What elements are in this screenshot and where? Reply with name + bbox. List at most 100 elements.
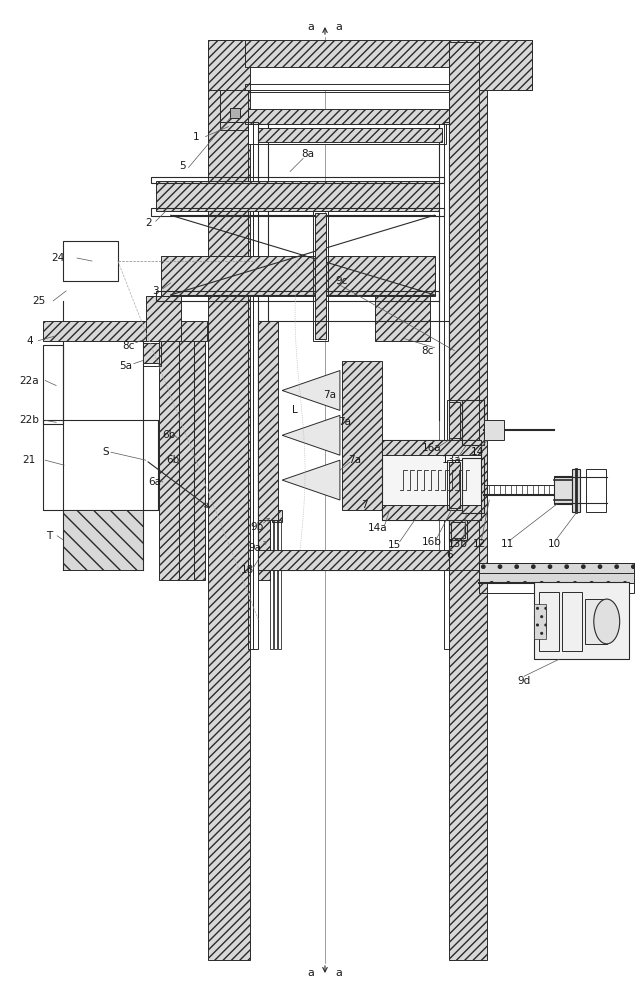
Text: 24: 24 — [51, 253, 65, 263]
Bar — [449, 40, 532, 90]
Text: 12: 12 — [473, 539, 486, 549]
Text: 7a: 7a — [323, 390, 337, 400]
Text: 7: 7 — [362, 500, 368, 510]
Text: 3: 3 — [152, 286, 159, 296]
Bar — [259, 321, 449, 570]
Bar — [462, 458, 484, 513]
Bar — [209, 90, 250, 960]
Bar — [449, 462, 460, 508]
Text: 8a: 8a — [301, 149, 314, 159]
Bar — [159, 341, 179, 580]
Bar — [479, 563, 634, 573]
Text: 9b: 9b — [251, 522, 264, 532]
Text: 9d: 9d — [518, 676, 531, 686]
Bar — [274, 520, 277, 649]
Text: T: T — [46, 531, 52, 541]
Bar — [63, 510, 143, 570]
Bar — [259, 550, 449, 570]
Text: 1: 1 — [193, 132, 200, 142]
Text: L: L — [292, 405, 298, 415]
Bar — [151, 208, 444, 216]
Text: a: a — [335, 968, 342, 978]
Bar — [449, 402, 460, 438]
Bar — [220, 122, 248, 130]
Text: 6b: 6b — [166, 455, 179, 465]
Bar — [245, 40, 449, 67]
Bar — [179, 341, 193, 580]
Bar — [146, 296, 180, 341]
Bar — [444, 122, 449, 649]
Polygon shape — [282, 460, 340, 500]
Text: 4: 4 — [26, 336, 33, 346]
Text: 11: 11 — [500, 539, 514, 549]
Text: 15: 15 — [388, 540, 401, 550]
Text: 9c: 9c — [336, 276, 348, 286]
Bar — [342, 361, 381, 510]
Bar — [268, 142, 440, 570]
Bar — [44, 321, 207, 341]
Text: 9a: 9a — [249, 543, 262, 553]
Bar — [44, 420, 157, 510]
Ellipse shape — [594, 599, 620, 644]
Text: 6a: 6a — [148, 477, 161, 487]
Text: 2: 2 — [145, 218, 152, 228]
Bar — [209, 40, 532, 90]
Polygon shape — [282, 371, 340, 410]
Text: 5: 5 — [179, 161, 186, 171]
Text: 14a: 14a — [368, 523, 388, 533]
Text: 16a: 16a — [422, 443, 442, 453]
Bar — [44, 345, 63, 424]
Bar — [534, 604, 546, 639]
Bar — [253, 122, 259, 649]
Bar — [151, 177, 444, 183]
Bar — [462, 400, 484, 445]
Bar — [156, 181, 440, 211]
Bar — [449, 90, 487, 960]
Bar — [484, 420, 504, 440]
Bar — [63, 241, 118, 281]
Bar — [534, 609, 546, 634]
Text: a: a — [308, 22, 314, 32]
Bar — [230, 108, 241, 118]
Text: 18: 18 — [241, 565, 254, 575]
Bar — [270, 520, 273, 649]
Bar — [554, 476, 572, 504]
Bar — [381, 440, 481, 455]
Bar — [143, 341, 161, 366]
Text: 21: 21 — [22, 455, 36, 465]
Text: 7a: 7a — [339, 417, 351, 427]
Bar — [375, 296, 429, 341]
Bar — [315, 213, 326, 339]
Bar — [193, 341, 205, 580]
Bar — [449, 42, 479, 570]
Text: 22a: 22a — [19, 376, 39, 386]
Bar — [381, 440, 481, 520]
Bar — [586, 469, 605, 512]
Bar — [245, 109, 449, 124]
Bar — [385, 470, 404, 510]
Text: 5a: 5a — [119, 361, 132, 371]
Bar — [209, 40, 250, 90]
Text: 25: 25 — [33, 296, 46, 306]
Bar — [449, 520, 467, 540]
Bar — [585, 599, 607, 644]
Bar — [278, 520, 281, 649]
Text: 13a: 13a — [442, 455, 461, 465]
Bar — [245, 84, 449, 92]
Text: a: a — [335, 22, 342, 32]
Text: 22b: 22b — [19, 415, 39, 425]
Bar — [248, 122, 253, 649]
Text: S: S — [102, 447, 109, 457]
Text: 8c: 8c — [421, 346, 434, 356]
Bar — [381, 505, 481, 520]
Bar — [156, 291, 440, 301]
Bar — [143, 343, 159, 363]
Bar — [161, 256, 435, 296]
Text: 8c: 8c — [123, 341, 135, 351]
Bar — [245, 40, 499, 90]
Bar — [534, 582, 628, 659]
Text: 10: 10 — [547, 539, 561, 549]
Bar — [451, 522, 465, 538]
Bar — [447, 400, 462, 440]
Bar — [447, 460, 462, 510]
